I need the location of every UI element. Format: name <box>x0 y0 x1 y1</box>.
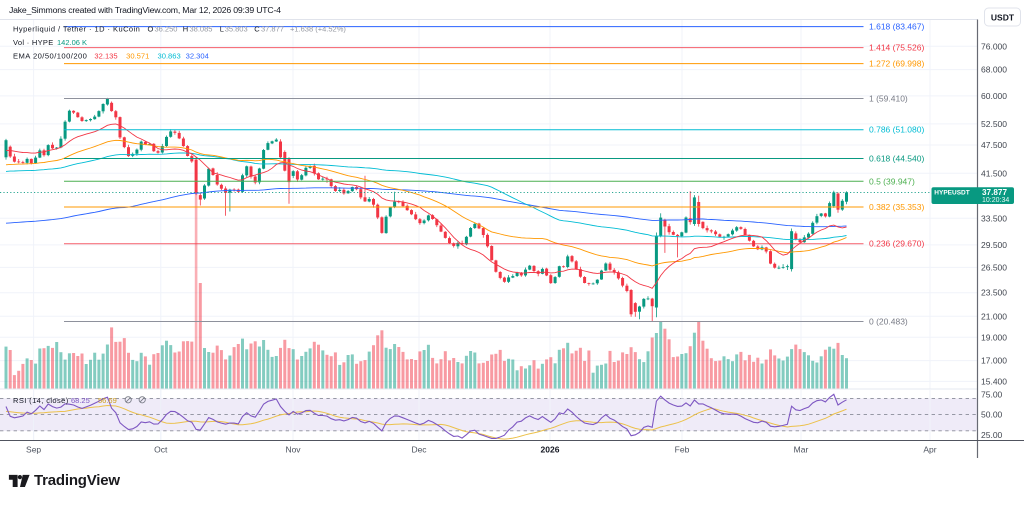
svg-text:1.272 (69.998): 1.272 (69.998) <box>869 59 924 69</box>
svg-text:60.000: 60.000 <box>981 91 1007 101</box>
svg-text:Hyperliquid / Tether · 1D · Ku: Hyperliquid / Tether · 1D · KuCoin O36.25… <box>13 24 346 33</box>
svg-text:17.000: 17.000 <box>981 356 1007 366</box>
svg-text:Oct: Oct <box>154 445 168 455</box>
svg-text:0.236 (29.670): 0.236 (29.670) <box>869 239 924 249</box>
svg-text:29.500: 29.500 <box>981 240 1007 250</box>
svg-text:Dec: Dec <box>411 445 427 455</box>
svg-text:0.5 (39.947): 0.5 (39.947) <box>869 176 915 186</box>
svg-text:HYPEUSDT: HYPEUSDT <box>934 189 969 196</box>
svg-text:41.500: 41.500 <box>981 168 1007 178</box>
svg-text:Nov: Nov <box>285 445 301 455</box>
svg-text:1.618 (83.467): 1.618 (83.467) <box>869 22 924 32</box>
svg-text:23.500: 23.500 <box>981 288 1007 298</box>
svg-text:33.500: 33.500 <box>981 213 1007 223</box>
svg-text:25.00: 25.00 <box>981 430 1003 440</box>
svg-text:Feb: Feb <box>675 445 690 455</box>
svg-text:37.877: 37.877 <box>982 188 1007 197</box>
svg-text:Jake_Simmons created with Trad: Jake_Simmons created with TradingView.co… <box>9 5 281 15</box>
svg-text:50.00: 50.00 <box>981 410 1003 420</box>
svg-text:1.414 (75.526): 1.414 (75.526) <box>869 43 924 53</box>
svg-text:Apr: Apr <box>923 445 936 455</box>
svg-text:26.500: 26.500 <box>981 263 1007 273</box>
svg-text:2026: 2026 <box>541 445 560 455</box>
svg-text:Mar: Mar <box>794 445 809 455</box>
svg-text:0.786 (51.080): 0.786 (51.080) <box>869 125 924 135</box>
svg-text:21.000: 21.000 <box>981 311 1007 321</box>
svg-text:75.00: 75.00 <box>981 389 1003 399</box>
svg-text:15.400: 15.400 <box>981 376 1007 386</box>
svg-text:47.500: 47.500 <box>981 140 1007 150</box>
svg-text:0.618 (44.540): 0.618 (44.540) <box>869 154 924 164</box>
svg-text:1 (59.410): 1 (59.410) <box>869 94 908 104</box>
svg-text:68.000: 68.000 <box>981 65 1007 75</box>
svg-text:76.000: 76.000 <box>981 41 1007 51</box>
svg-text:19.000: 19.000 <box>981 332 1007 342</box>
svg-text:10:20:34: 10:20:34 <box>982 197 1009 204</box>
svg-text:0 (20.483): 0 (20.483) <box>869 317 908 327</box>
svg-text:USDT: USDT <box>991 13 1015 23</box>
svg-text:Sep: Sep <box>26 445 41 455</box>
svg-text:52.500: 52.500 <box>981 119 1007 129</box>
svg-text:0.382 (35.353): 0.382 (35.353) <box>869 202 924 212</box>
svg-text:TradingView: TradingView <box>34 472 120 489</box>
